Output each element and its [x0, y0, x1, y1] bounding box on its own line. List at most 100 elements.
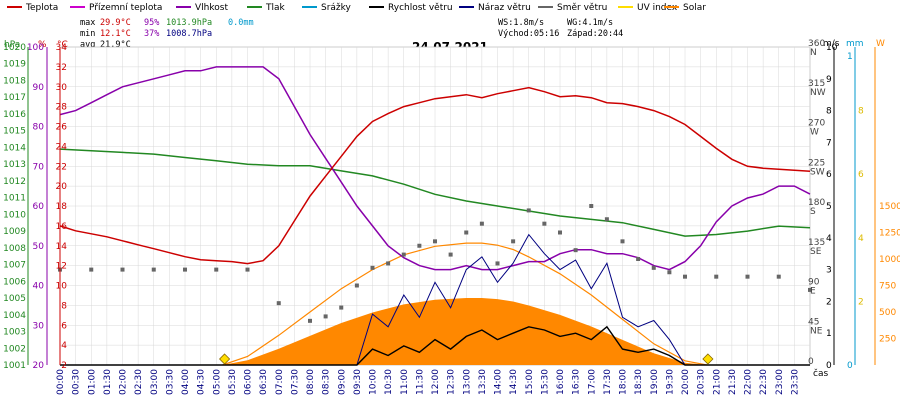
- wind-direction-point: [683, 274, 687, 279]
- wind-direction-point: [214, 267, 219, 272]
- temperature-line: [59, 86, 811, 265]
- hpa-tick-label: 1003: [3, 328, 26, 338]
- direction-tick-label: SE: [810, 247, 822, 257]
- stat-avg-label: avg: [80, 40, 95, 50]
- wind-direction-point: [526, 208, 531, 213]
- direction-tick-degrees: 90: [808, 278, 820, 288]
- hpa-tick-label: 1010: [3, 210, 26, 220]
- solar-series: [222, 298, 707, 365]
- hpa-tick-label: 1020: [3, 43, 26, 53]
- mm-axis-unit: mm: [846, 39, 864, 49]
- direction-tick-degrees: 45: [808, 317, 819, 327]
- hpa-tick-label: 1018: [3, 76, 26, 86]
- hpa-tick-label: 1001: [3, 361, 26, 371]
- hpa-tick-label: 1006: [3, 277, 26, 287]
- x-tick-label: 13:00: [462, 369, 472, 395]
- pct-tick-label: 90: [33, 83, 45, 93]
- celsius-tick-label: 16: [56, 222, 68, 232]
- x-tick-label: 09:30: [353, 369, 363, 395]
- wind-direction-point: [401, 252, 406, 257]
- celsius-tick-label: 22: [56, 162, 67, 172]
- x-tick-label: 15:30: [540, 369, 550, 395]
- x-tick-label: 03:00: [150, 369, 160, 395]
- stat-max-temp: 29.9°C: [100, 18, 131, 28]
- pct-tick-label: 40: [33, 282, 45, 292]
- x-tick-label: 19:30: [665, 369, 675, 395]
- stat-sunrise: Východ:05:16: [498, 29, 559, 39]
- hpa-tick-label: 1002: [3, 344, 26, 354]
- direction-tick-degrees: 225: [808, 158, 825, 168]
- wind-direction-point: [417, 243, 422, 248]
- wind-direction-point: [464, 230, 469, 235]
- hpa-tick-label: 1019: [3, 60, 26, 70]
- ms-tick-label: 9: [826, 75, 832, 85]
- pct-tick-label: 80: [33, 123, 45, 133]
- legend-label: UV index: [637, 3, 678, 13]
- direction-tick-degrees: 0: [808, 357, 814, 367]
- x-tick-label: 00:30: [72, 369, 82, 395]
- direction-tick-degrees: 315: [808, 79, 825, 89]
- x-tick-label: 09:00: [337, 369, 347, 395]
- humidity-line: [59, 66, 811, 271]
- x-tick-label: 01:00: [87, 369, 97, 395]
- hpa-tick-label: 1007: [3, 261, 26, 271]
- direction-tick-degrees: 135: [808, 238, 825, 248]
- w-tick-label: 250: [879, 335, 896, 345]
- wind-direction-point: [386, 261, 391, 266]
- wind-direction-point: [573, 248, 578, 253]
- wind-direction-point: [511, 239, 516, 244]
- ms-axis-unit: m/s: [823, 39, 840, 49]
- direction-tick-degrees: 360: [808, 39, 825, 49]
- x-tick-label: 21:00: [712, 369, 722, 395]
- ms-tick-label: 8: [826, 107, 832, 117]
- legend-label: Vlhkost: [195, 3, 228, 13]
- celsius-tick-label: 2: [61, 361, 67, 371]
- x-tick-label: 05:00: [212, 369, 222, 395]
- temperature-series: [59, 86, 811, 265]
- wind-direction-point: [479, 221, 484, 226]
- x-tick-label: 10:00: [369, 369, 379, 395]
- stat-sunset: Západ:20:44: [567, 29, 623, 39]
- wind-direction-point: [620, 239, 625, 244]
- wind-direction-point: [745, 274, 750, 279]
- stat-avg-temp: 21.9°C: [100, 40, 131, 50]
- x-tick-label: 04:30: [197, 369, 207, 395]
- stat-min-press: 1008.7hPa: [166, 29, 212, 39]
- stat-max-label: max: [80, 18, 95, 28]
- wind-direction-point: [339, 305, 344, 310]
- x-tick-label: 14:00: [494, 369, 504, 395]
- legend-label: Náraz větru: [478, 3, 531, 13]
- x-tick-label: 10:30: [384, 369, 394, 395]
- w-axis-unit: W: [876, 39, 885, 49]
- direction-tick-label: NE: [810, 326, 823, 336]
- hpa-tick-label: 1012: [3, 177, 26, 187]
- wind-direction-point: [558, 230, 562, 235]
- direction-tick-degrees: 180: [808, 198, 825, 208]
- uv-tick-label: 4: [858, 234, 864, 244]
- x-tick-label: 18:00: [619, 369, 629, 395]
- wind-direction-point: [370, 265, 375, 270]
- x-tick-label: 07:00: [275, 369, 285, 395]
- direction-tick-label: S: [810, 207, 816, 217]
- uv-tick-label: 2: [858, 297, 864, 307]
- celsius-tick-label: 20: [56, 182, 68, 192]
- x-tick-label: 05:30: [228, 369, 238, 395]
- direction-tick-label: E: [810, 287, 816, 297]
- x-tick-label: 03:30: [165, 369, 175, 395]
- x-tick-label: 18:30: [634, 369, 644, 395]
- legend-label: Solar: [683, 3, 706, 13]
- ms-tick-label: 5: [826, 202, 832, 212]
- w-tick-label: 750: [879, 282, 896, 292]
- celsius-tick-label: 12: [56, 262, 67, 272]
- x-tick-label: 07:30: [290, 369, 300, 395]
- x-tick-label: 12:30: [447, 369, 457, 395]
- x-tick-label: 22:30: [759, 369, 769, 395]
- wind-direction-point: [495, 261, 500, 266]
- stat-min-hum: 37%: [144, 29, 159, 39]
- hpa-tick-label: 1008: [3, 244, 26, 254]
- wind-direction-point: [323, 314, 328, 319]
- pct-tick-label: 100: [27, 43, 44, 53]
- ms-tick-label: 4: [826, 234, 832, 244]
- stat-ws: WS:1.8m/s: [498, 18, 544, 28]
